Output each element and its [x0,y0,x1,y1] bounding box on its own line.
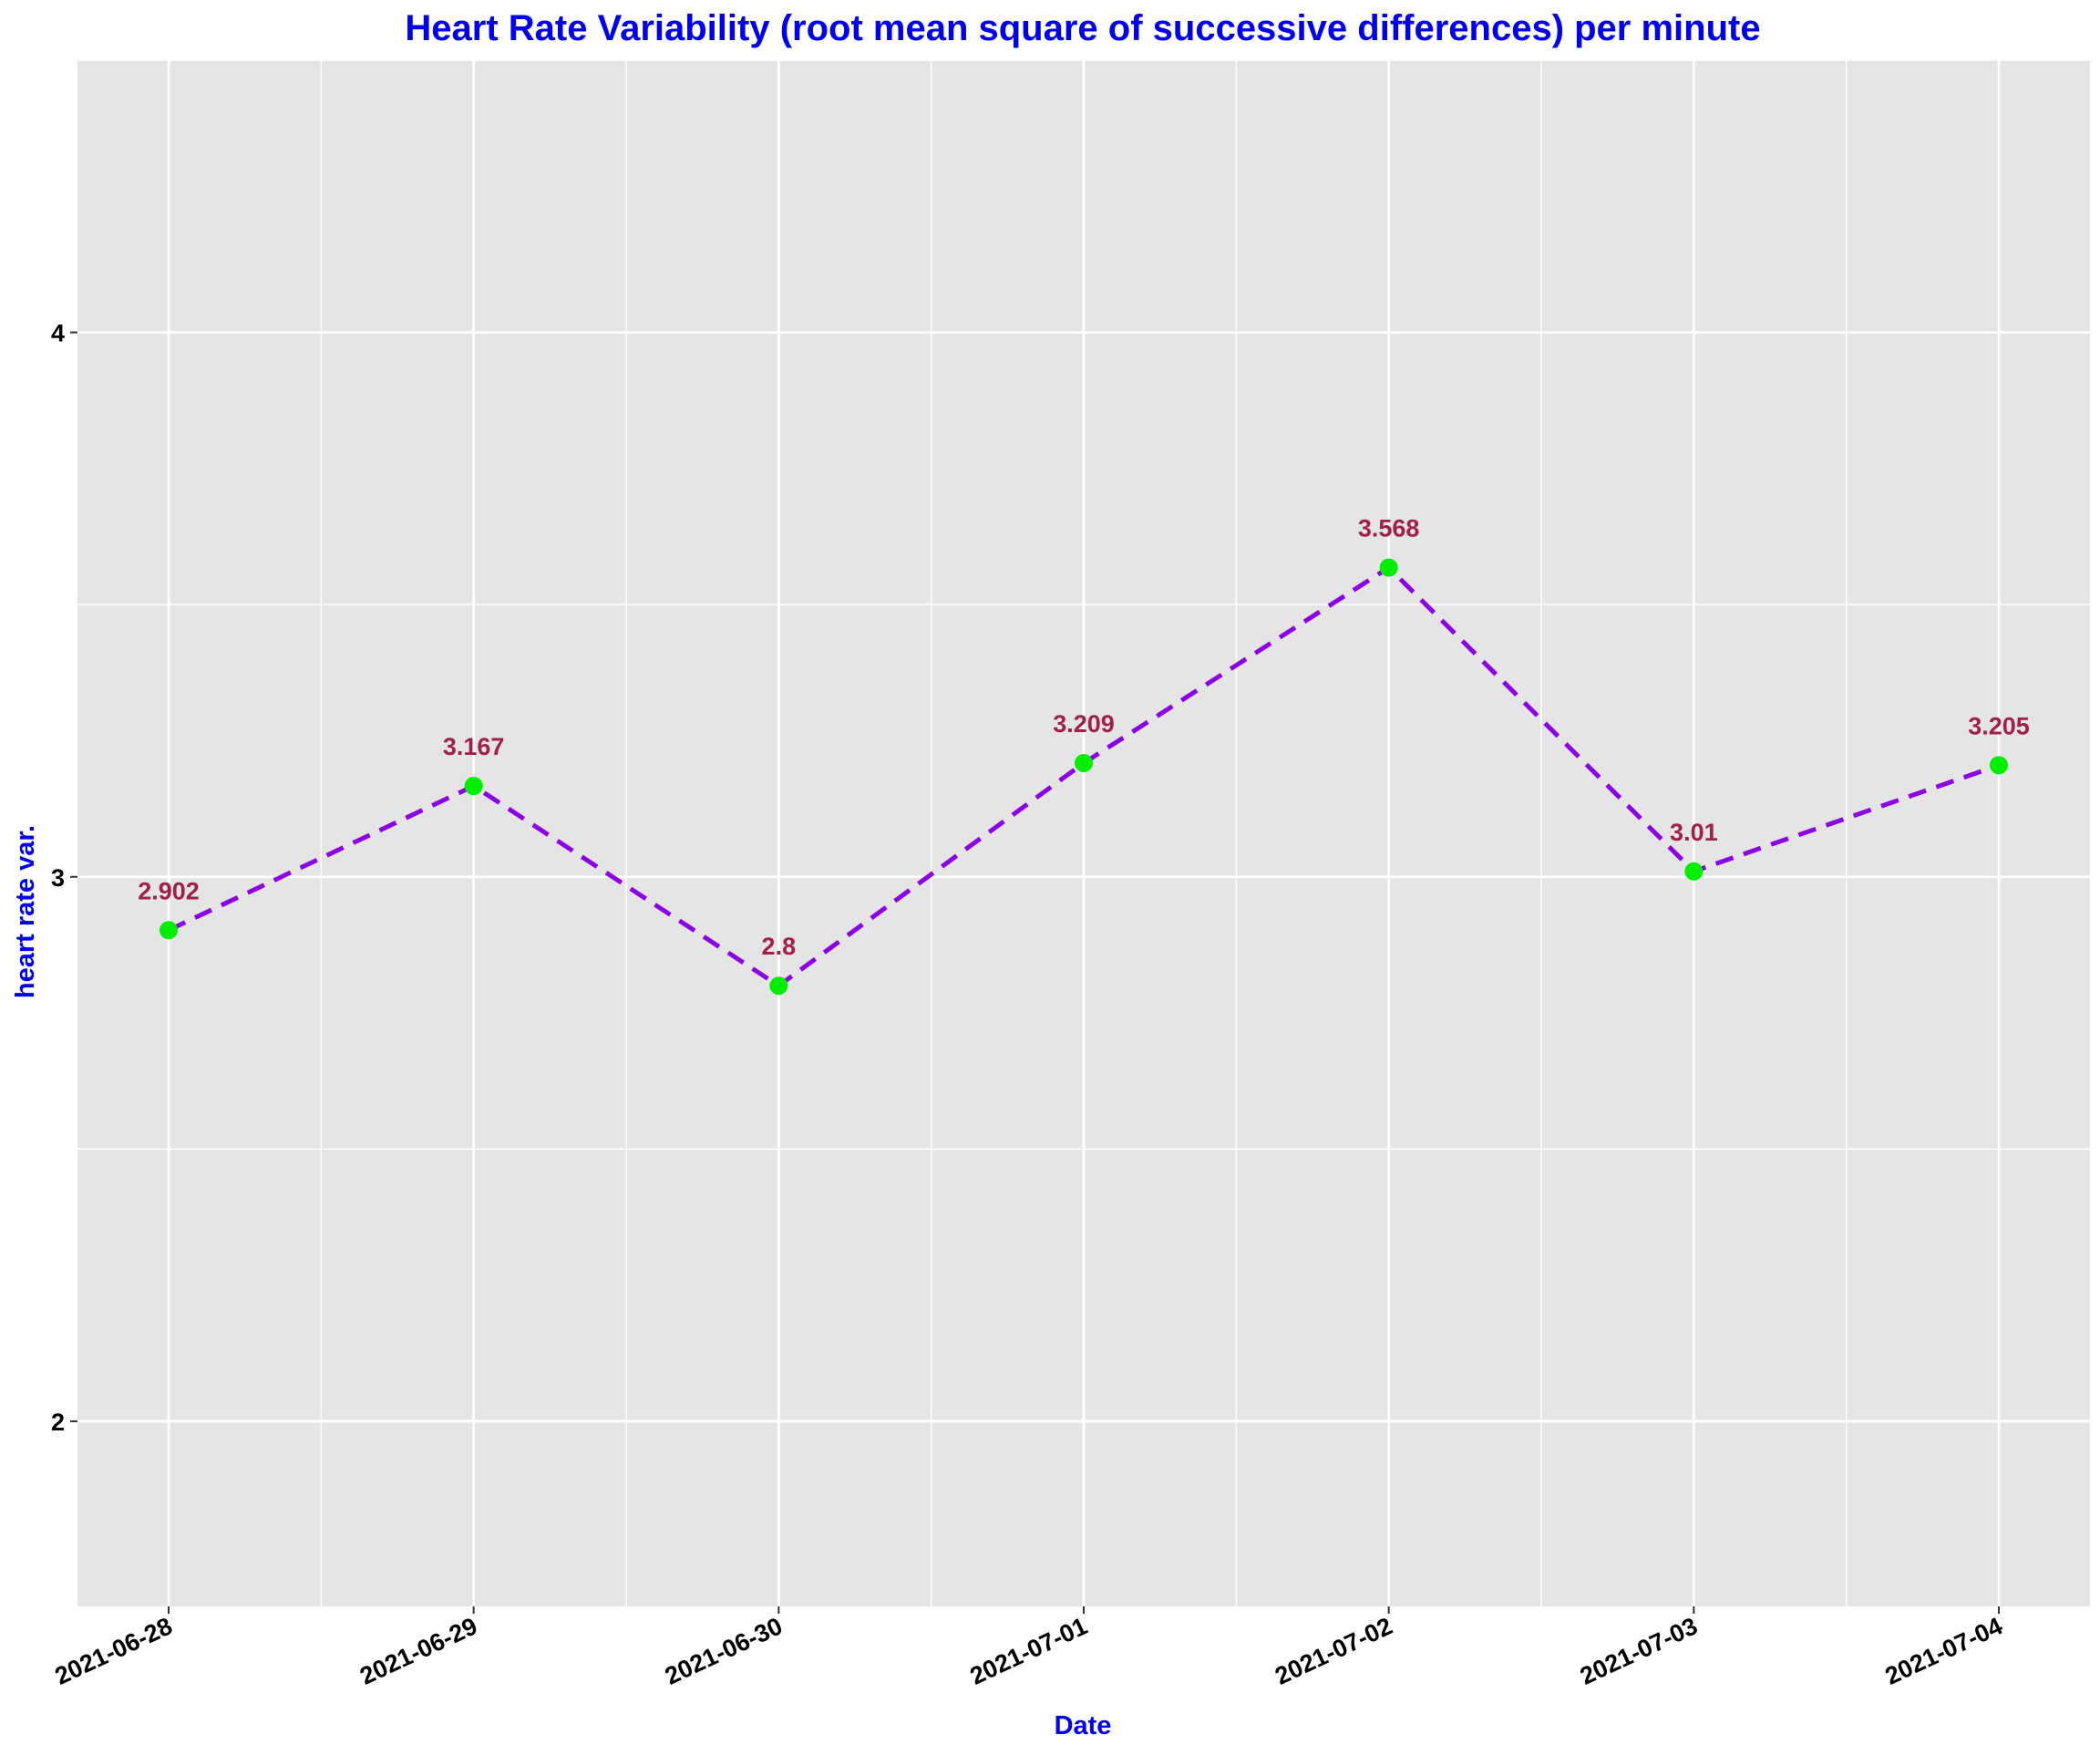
data-point [1379,558,1398,577]
data-point [1075,753,1093,772]
y-tick-label: 2 [51,1409,65,1436]
chart-title: Heart Rate Variability (root mean square… [405,8,1760,48]
y-tick-label: 3 [51,864,65,892]
data-point [1990,756,2008,775]
y-tick-label: 4 [51,320,65,347]
data-label: 3.205 [1968,712,2030,739]
points-layer [160,558,2008,996]
data-point [1684,862,1704,881]
data-label: 3.167 [443,733,505,760]
data-label: 2.8 [762,933,797,960]
y-axis-title: heart rate var. [11,825,40,998]
data-label: 3.01 [1670,819,1718,846]
data-labels: 2.902 3.167 2.8 3.209 3.568 3.01 3.205 [138,515,2030,961]
data-point [769,976,788,996]
data-label: 3.209 [1053,710,1115,738]
data-label: 3.568 [1358,515,1420,542]
y-axis: 2 3 4 [51,320,77,1436]
data-label: 2.902 [138,877,200,904]
x-axis-title: Date [1055,1711,1112,1740]
data-point [160,921,178,940]
grid-major [77,60,2090,1606]
data-point [464,777,483,796]
